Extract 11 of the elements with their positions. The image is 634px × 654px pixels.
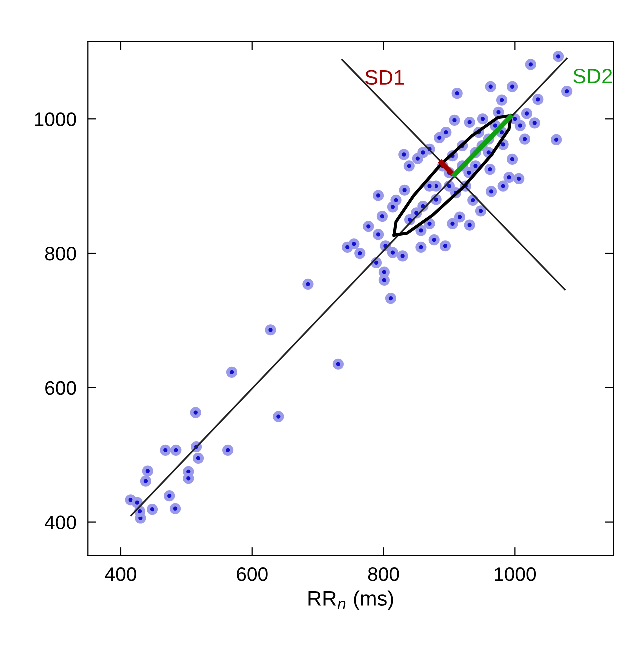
x-axis-title: RR$_{n}$ (ms) [308,590,394,610]
annotation: SD2 [574,68,612,84]
y-tick-label: 1000 [35,112,76,126]
y-tick-label: 400 [45,516,76,530]
annotation: SD1 [366,70,404,86]
x-tick-label: 800 [368,568,400,582]
x-tick-label: 600 [237,568,268,582]
y-tick-label: 600 [46,381,76,396]
x-tick-label: 1000 [495,568,536,582]
x-tick-label: 400 [105,568,136,582]
y-tick-label: 800 [45,246,76,261]
